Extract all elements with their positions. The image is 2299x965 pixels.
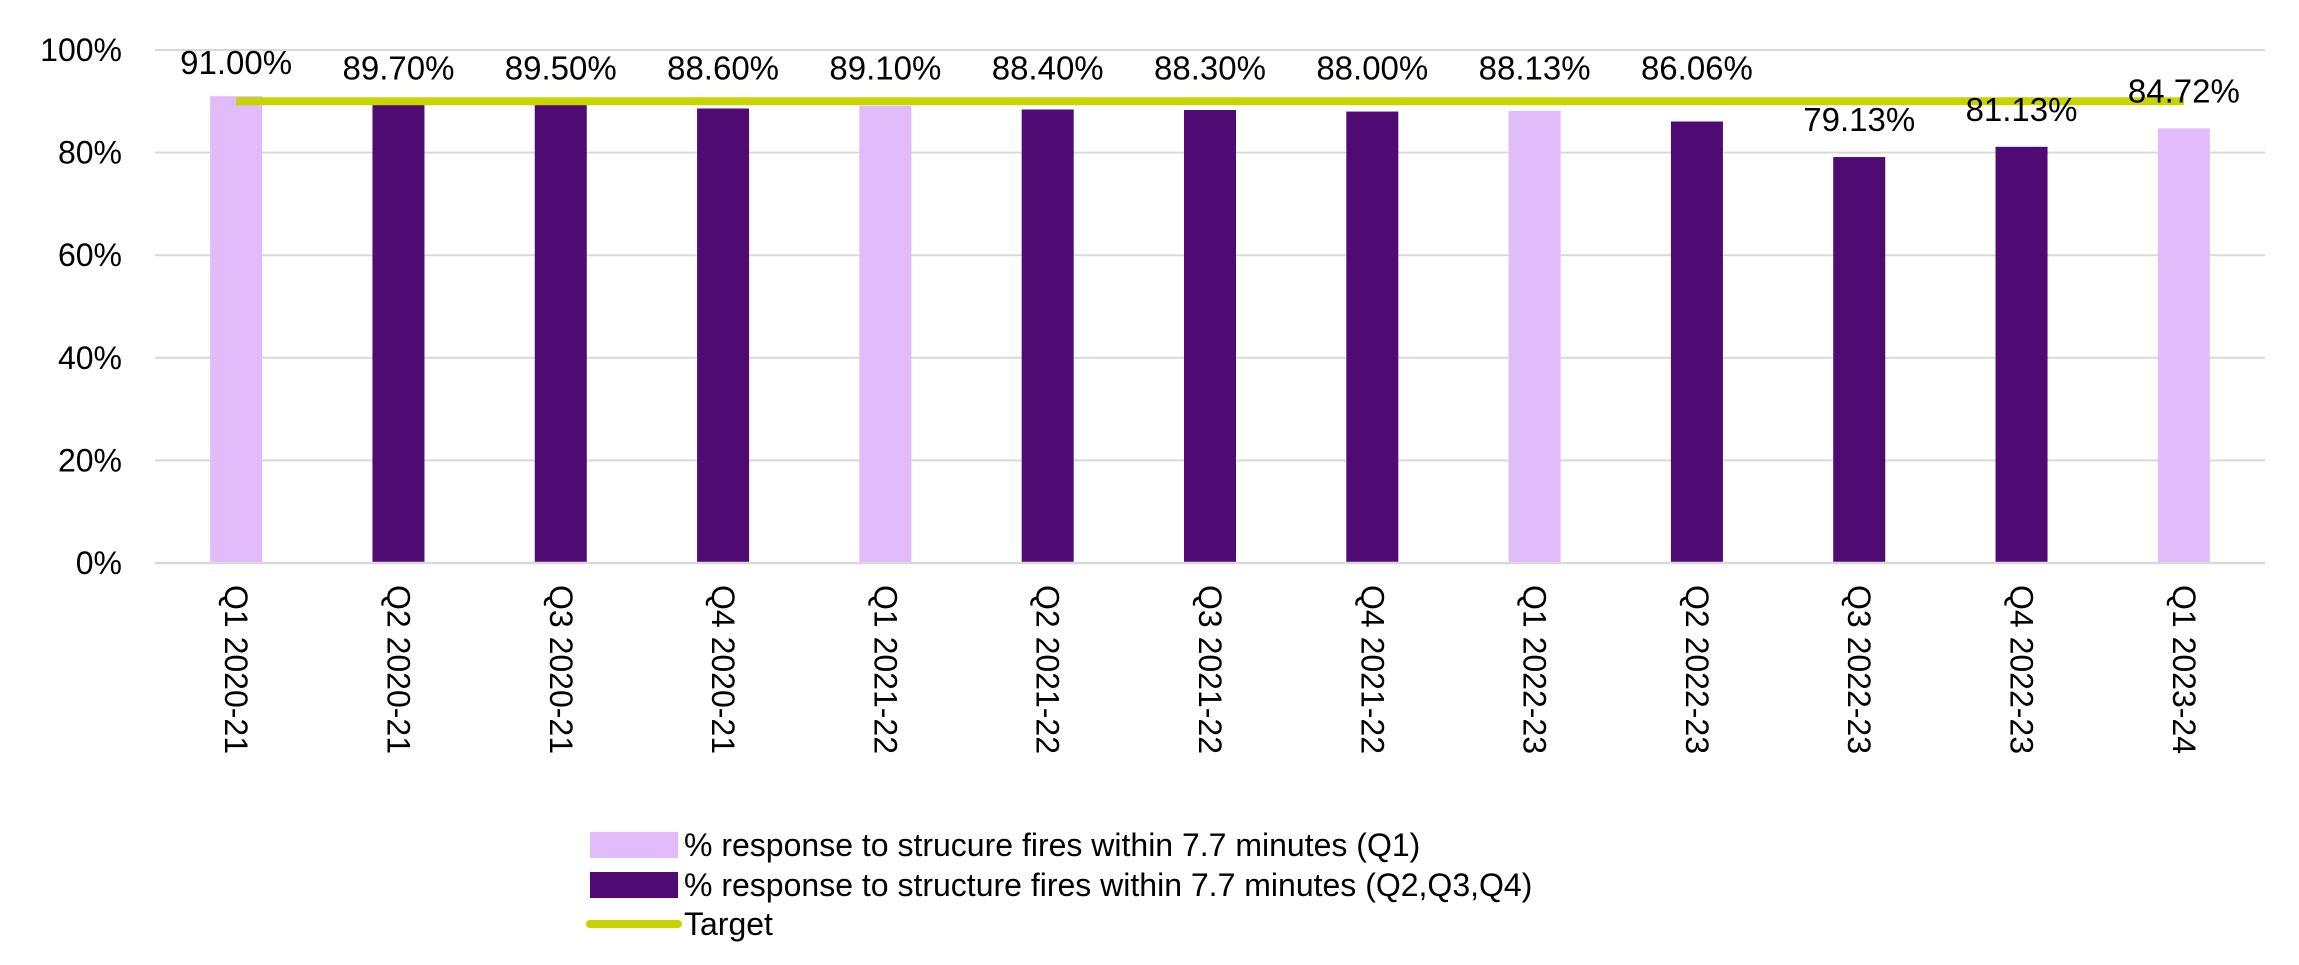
x-tick-label: Q2 2020-21: [380, 585, 416, 754]
legend-swatch: [590, 872, 678, 898]
data-label: 88.13%: [1479, 49, 1591, 86]
x-tick-label: Q2 2022-23: [1679, 585, 1715, 754]
y-tick-label: 40%: [58, 340, 122, 376]
x-tick-label: Q3 2022-23: [1841, 585, 1877, 754]
data-label: 89.70%: [342, 49, 454, 86]
data-label: 86.06%: [1641, 49, 1753, 86]
data-label: 81.13%: [1966, 91, 2078, 128]
legend-label: Target: [684, 906, 773, 942]
y-tick-label: 60%: [58, 237, 122, 273]
bar: [1021, 109, 1074, 564]
data-label: 88.30%: [1154, 49, 1266, 86]
x-tick-label: Q3 2021-22: [1192, 585, 1228, 754]
bar: [210, 96, 263, 564]
x-axis-tick-labels: Q1 2020-21 Q2 2020-21 Q3 2020-21 Q4 2020-21…: [218, 585, 2202, 754]
bar: [1346, 111, 1399, 563]
data-label: 84.72%: [2128, 72, 2240, 109]
x-tick-label: Q2 2021-22: [1030, 585, 1066, 754]
data-label: 88.00%: [1316, 49, 1428, 86]
legend: % response to strucure fires within 7.7 …: [586, 827, 1532, 942]
y-tick-label: 100%: [40, 32, 122, 68]
data-labels: 91.00% 89.70% 89.50% 88.60% 89.10% 88.40% 88.3…: [180, 44, 2240, 138]
legend-swatch: [590, 832, 678, 858]
bar: [697, 108, 750, 564]
bar: [1508, 110, 1561, 563]
bar: [1833, 157, 1886, 563]
x-tick-label: Q4 2021-22: [1354, 585, 1390, 754]
x-tick-label: Q1 2022-23: [1517, 585, 1553, 754]
x-tick-label: Q4 2022-23: [2004, 585, 2040, 754]
data-label: 91.00%: [180, 44, 292, 81]
legend-label: % response to strucure fires within 7.7 …: [684, 827, 1420, 863]
x-tick-label: Q1 2020-21: [218, 585, 254, 754]
data-label: 88.40%: [992, 49, 1104, 86]
bar: [859, 105, 912, 564]
legend-label: % response to structure fires within 7.7…: [684, 867, 1532, 903]
y-tick-label: 80%: [58, 135, 122, 171]
bar: [1995, 146, 2048, 563]
data-label: 89.10%: [829, 49, 941, 86]
bar: [372, 102, 425, 564]
y-axis-tick-labels: 0% 20% 40% 60% 80% 100%: [40, 32, 122, 581]
bar: [1184, 110, 1236, 564]
y-tick-label: 20%: [58, 442, 122, 478]
bars: [210, 96, 2210, 564]
bar: [1670, 121, 1723, 563]
data-label: 88.60%: [667, 49, 779, 86]
y-tick-label: 0%: [76, 545, 122, 581]
x-tick-label: Q4 2020-21: [705, 585, 741, 754]
data-label: 89.50%: [505, 49, 617, 86]
x-tick-label: Q3 2020-21: [543, 585, 579, 754]
data-label: 79.13%: [1803, 101, 1915, 138]
x-tick-label: Q1 2021-22: [867, 585, 903, 754]
x-tick-label: Q1 2023-24: [2166, 585, 2202, 754]
bar: [534, 103, 587, 564]
bar: [2157, 128, 2210, 563]
